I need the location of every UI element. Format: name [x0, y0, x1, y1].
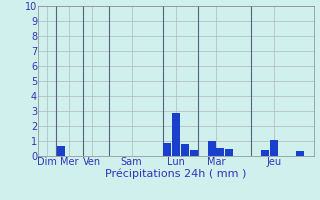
Bar — [57, 146, 65, 156]
Bar — [270, 140, 278, 156]
Bar — [225, 148, 233, 156]
Bar — [172, 112, 180, 156]
Bar — [296, 151, 304, 156]
Bar — [207, 141, 215, 156]
Bar — [190, 150, 198, 156]
Bar — [181, 144, 189, 156]
X-axis label: Précipitations 24h ( mm ): Précipitations 24h ( mm ) — [105, 169, 247, 179]
Bar — [261, 150, 269, 156]
Bar — [163, 143, 171, 156]
Bar — [216, 148, 224, 156]
